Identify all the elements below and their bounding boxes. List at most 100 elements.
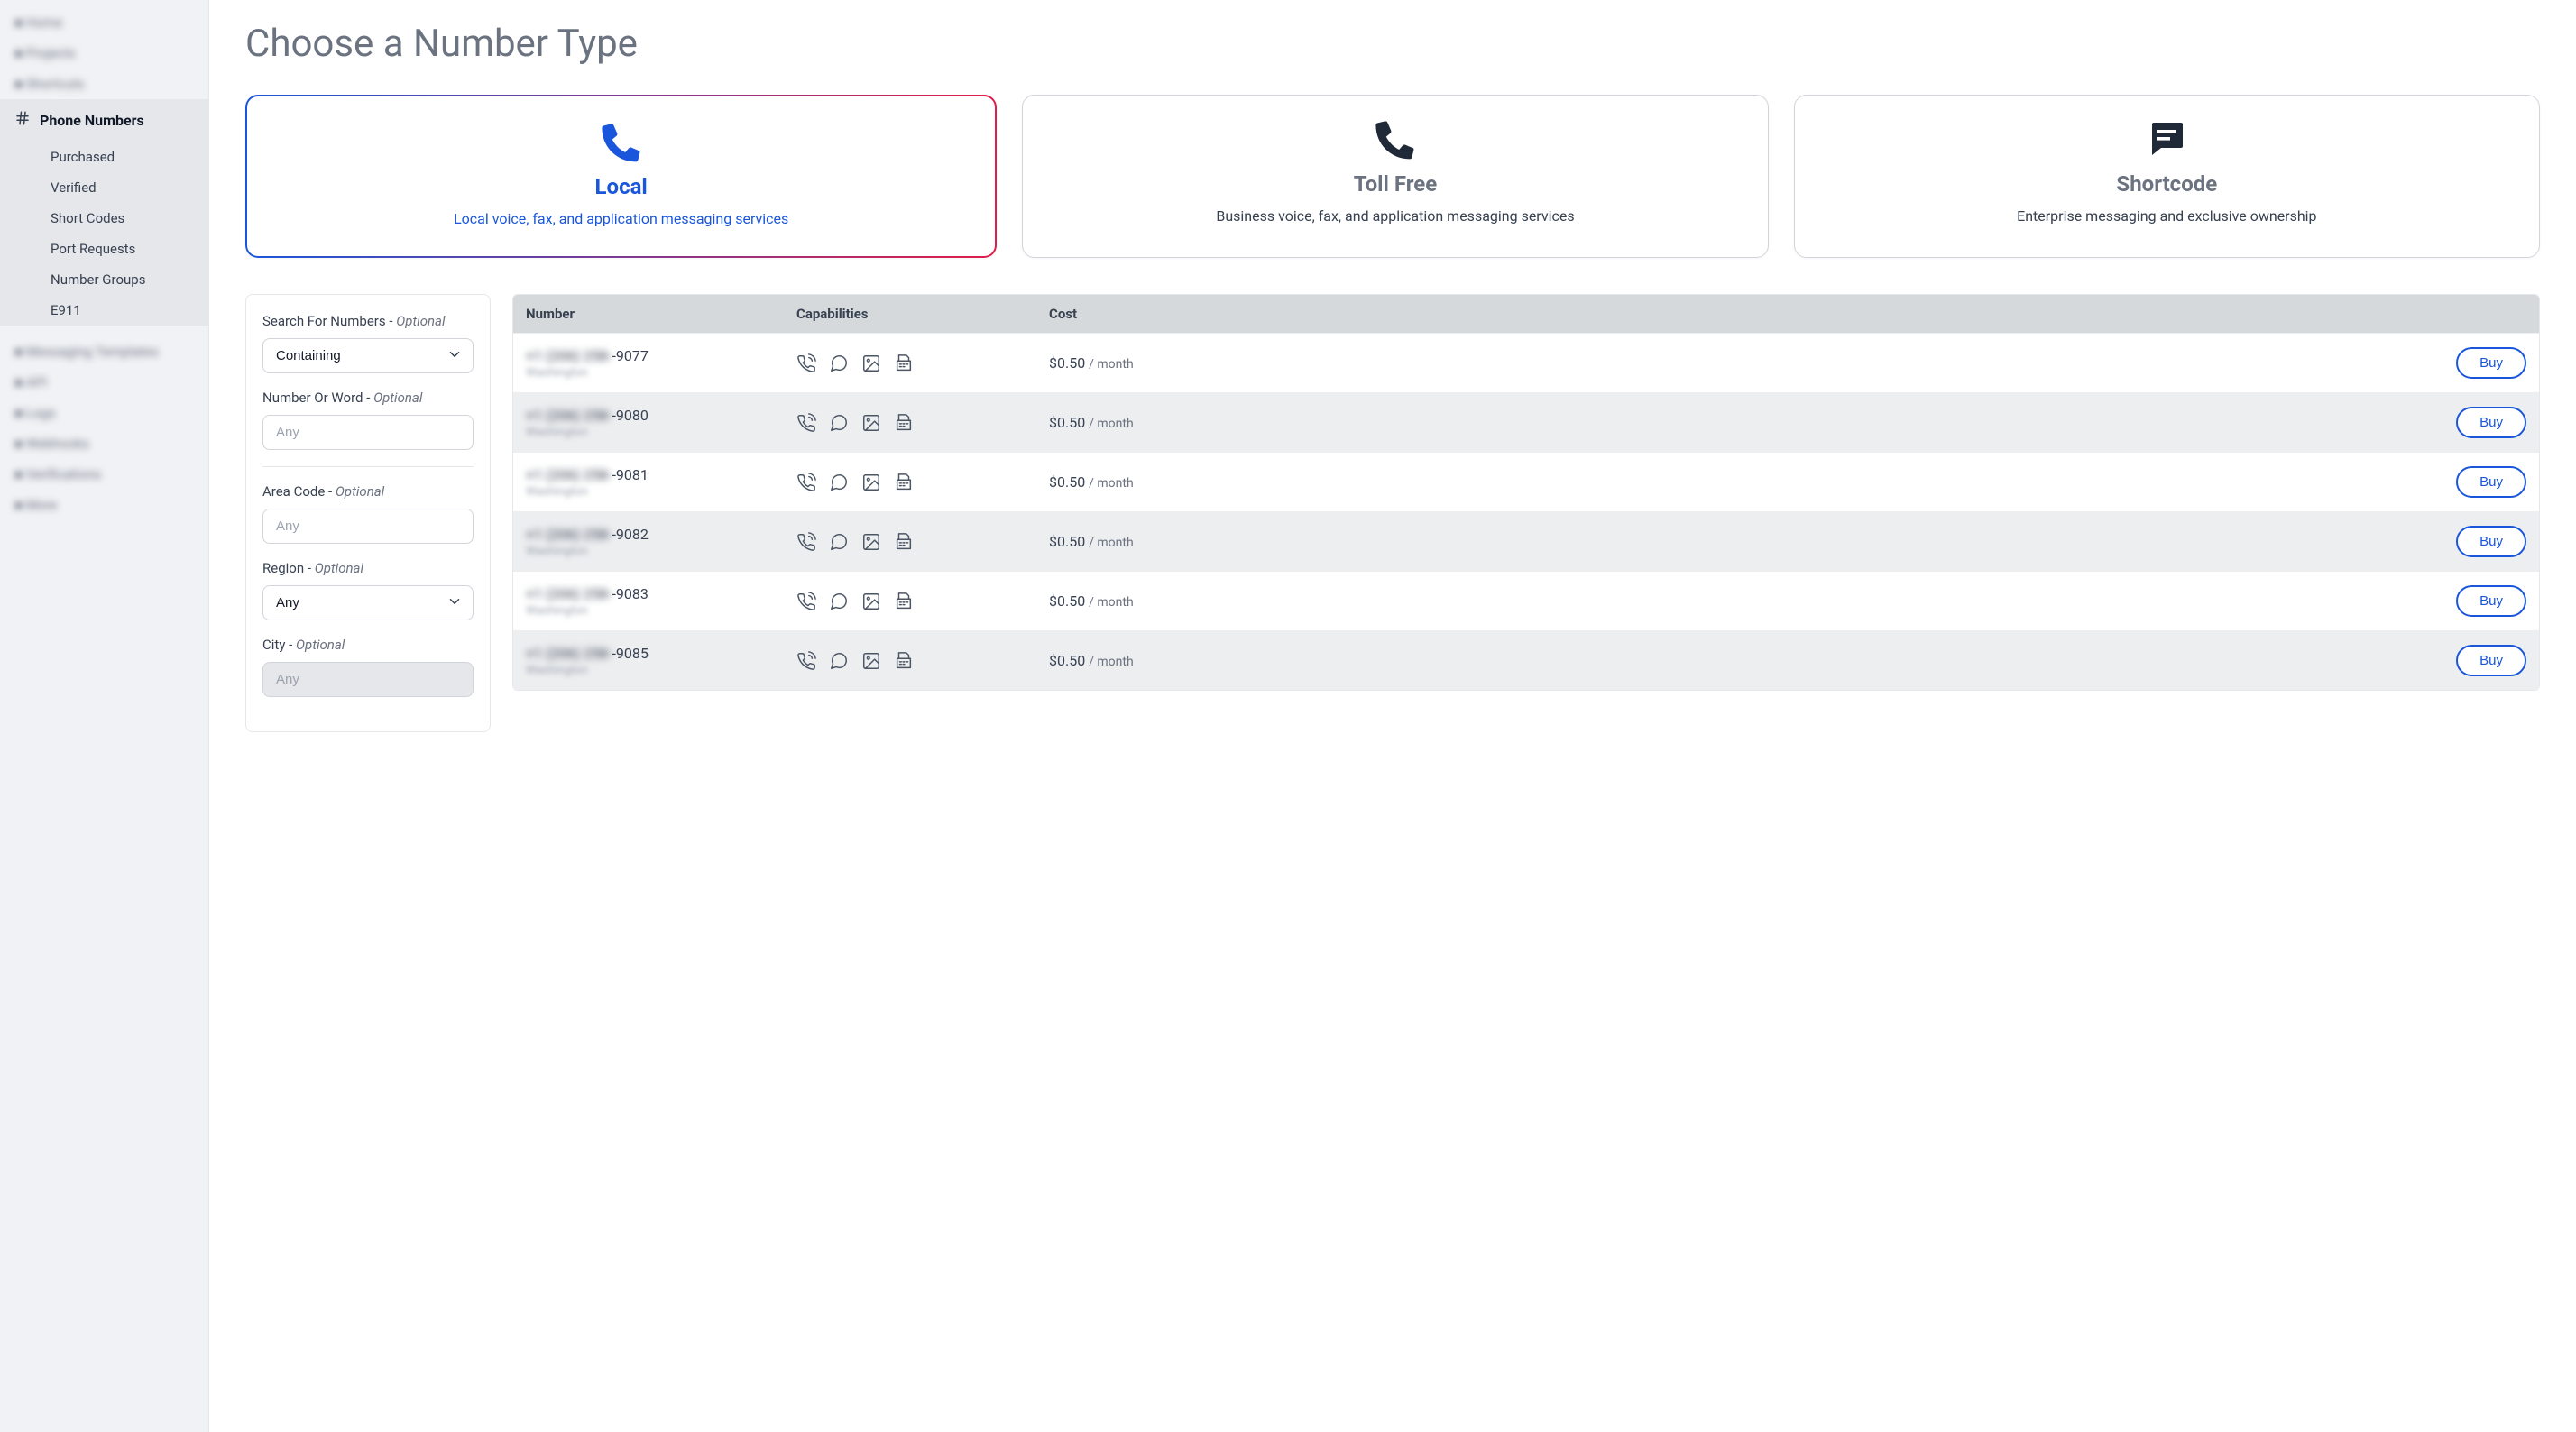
sms-icon: [829, 353, 849, 373]
mms-icon: [861, 473, 881, 492]
search-mode-label: Search For Numbers - Optional: [262, 313, 474, 329]
capabilities-icons: [796, 592, 1024, 611]
filter-panel: Search For Numbers - Optional Containing…: [245, 294, 491, 732]
type-card-title: Shortcode: [1820, 171, 2514, 197]
mms-icon: [861, 353, 881, 373]
hash-icon: [14, 110, 31, 131]
phone-region: Washington: [526, 604, 771, 618]
sidebar-item-blurred[interactable]: ■ Shortcuts: [0, 69, 208, 99]
type-card-desc: Business voice, fax, and application mes…: [1048, 206, 1742, 226]
phone-number: +1 (206) 258--9080: [526, 407, 771, 424]
type-card-toll-free[interactable]: Toll Free Business voice, fax, and applic…: [1022, 95, 1768, 258]
sidebar-item-blurred[interactable]: ■ Webhooks: [0, 428, 208, 459]
phone-region: Washington: [526, 426, 771, 439]
type-card-desc: Local voice, fax, and application messag…: [274, 208, 968, 229]
sidebar-item-blurred[interactable]: ■ More: [0, 490, 208, 520]
area-code-input[interactable]: [262, 509, 474, 544]
phone-number: +1 (206) 258--9082: [526, 526, 771, 543]
price: $0.50: [1049, 533, 1089, 550]
col-header-number: Number: [513, 295, 784, 333]
sms-icon: [829, 532, 849, 552]
sidebar: ■ Home■ Projects■ Shortcuts Phone Number…: [0, 0, 209, 1432]
buy-button[interactable]: Buy: [2456, 585, 2526, 617]
col-header-action: [1190, 295, 2539, 333]
table-row: +1 (206) 258--9080 Washington $0.50 / mont…: [513, 392, 2539, 452]
sidebar-subitem-short-codes[interactable]: Short Codes: [0, 203, 208, 234]
sms-icon: [829, 413, 849, 433]
page-title: Choose a Number Type: [245, 22, 2540, 66]
table-row: +1 (206) 258--9082Washington$0.50 / mont…: [513, 511, 2539, 571]
fax-icon: [894, 592, 914, 611]
price: $0.50: [1049, 473, 1089, 491]
number-word-input[interactable]: [262, 415, 474, 450]
buy-button[interactable]: Buy: [2456, 347, 2526, 379]
price: $0.50: [1049, 354, 1089, 372]
buy-button[interactable]: Buy: [2456, 645, 2526, 676]
phone-number: +1 (206) 258--9083: [526, 585, 771, 602]
phone-region: Washington: [526, 664, 771, 677]
voice-icon: [796, 473, 816, 492]
sidebar-item-blurred[interactable]: ■ Messaging Templates: [0, 336, 208, 367]
fax-icon: [894, 473, 914, 492]
number-word-label: Number Or Word - Optional: [262, 390, 474, 406]
sidebar-subitem-purchased[interactable]: Purchased: [0, 142, 208, 172]
sidebar-item-blurred[interactable]: ■ Home: [0, 7, 208, 38]
price-unit: / month: [1089, 655, 1134, 669]
capabilities-icons: [796, 532, 1024, 552]
price-unit: / month: [1089, 417, 1134, 431]
buy-button[interactable]: Buy: [2456, 526, 2526, 557]
results-header: Number Capabilities Cost: [513, 295, 2539, 333]
fax-icon: [894, 651, 914, 671]
price: $0.50: [1049, 414, 1089, 431]
mms-icon: [861, 651, 881, 671]
sidebar-item-blurred[interactable]: ■ Projects: [0, 38, 208, 69]
phone-number: +1 (206) 258--9077: [526, 347, 771, 364]
number-type-cards: Local Local voice, fax, and application m…: [245, 95, 2540, 258]
type-card-shortcode[interactable]: Shortcode Enterprise messaging and exclus…: [1794, 95, 2540, 258]
phone-region: Washington: [526, 366, 771, 380]
sidebar-subitem-number-groups[interactable]: Number Groups: [0, 264, 208, 295]
mms-icon: [861, 532, 881, 552]
fax-icon: [894, 413, 914, 433]
type-card-desc: Enterprise messaging and exclusive owner…: [1820, 206, 2514, 226]
sms-icon: [829, 651, 849, 671]
search-mode-select[interactable]: Containing: [262, 338, 474, 373]
sidebar-item-blurred[interactable]: ■ Logs: [0, 398, 208, 428]
fax-icon: [894, 532, 914, 552]
price-unit: / month: [1089, 595, 1134, 610]
area-code-label: Area Code - Optional: [262, 483, 474, 500]
type-card-title: Local: [274, 174, 968, 199]
type-card-local[interactable]: Local Local voice, fax, and application m…: [245, 95, 997, 258]
voice-icon: [796, 651, 816, 671]
sidebar-subitem-port-requests[interactable]: Port Requests: [0, 234, 208, 264]
voice-icon: [796, 413, 816, 433]
price-unit: / month: [1089, 476, 1134, 491]
city-label: City - Optional: [262, 637, 474, 653]
phone-icon: [1048, 117, 1742, 161]
city-input: [262, 662, 474, 697]
table-row: +1 (206) 258--9081Washington$0.50 / mont…: [513, 452, 2539, 511]
buy-button[interactable]: Buy: [2456, 466, 2526, 498]
sms-icon: [829, 592, 849, 611]
sidebar-section-label: Phone Numbers: [40, 112, 144, 129]
sidebar-item-blurred[interactable]: ■ API: [0, 367, 208, 398]
capabilities-icons: [796, 353, 1024, 373]
filter-divider: [262, 466, 474, 467]
type-card-title: Toll Free: [1048, 171, 1742, 197]
table-row: +1 (206) 258--9077Washington$0.50 / mont…: [513, 333, 2539, 392]
table-row: +1 (206) 258--9083Washington$0.50 / mont…: [513, 571, 2539, 630]
region-label: Region - Optional: [262, 560, 474, 576]
sidebar-item-blurred[interactable]: ■ Verifications: [0, 459, 208, 490]
fax-icon: [894, 353, 914, 373]
capabilities-icons: [796, 651, 1024, 671]
sms-icon: [829, 473, 849, 492]
sidebar-subitem-verified[interactable]: Verified: [0, 172, 208, 203]
sidebar-item-phone-numbers[interactable]: Phone Numbers: [0, 99, 208, 142]
region-select[interactable]: Any: [262, 585, 474, 620]
message-icon: [1820, 117, 2514, 161]
phone-region: Washington: [526, 545, 771, 558]
voice-icon: [796, 353, 816, 373]
sidebar-subitem-e911[interactable]: E911: [0, 295, 208, 326]
phone-number: +1 (206) 258--9081: [526, 466, 771, 483]
buy-button[interactable]: Buy: [2456, 407, 2526, 438]
